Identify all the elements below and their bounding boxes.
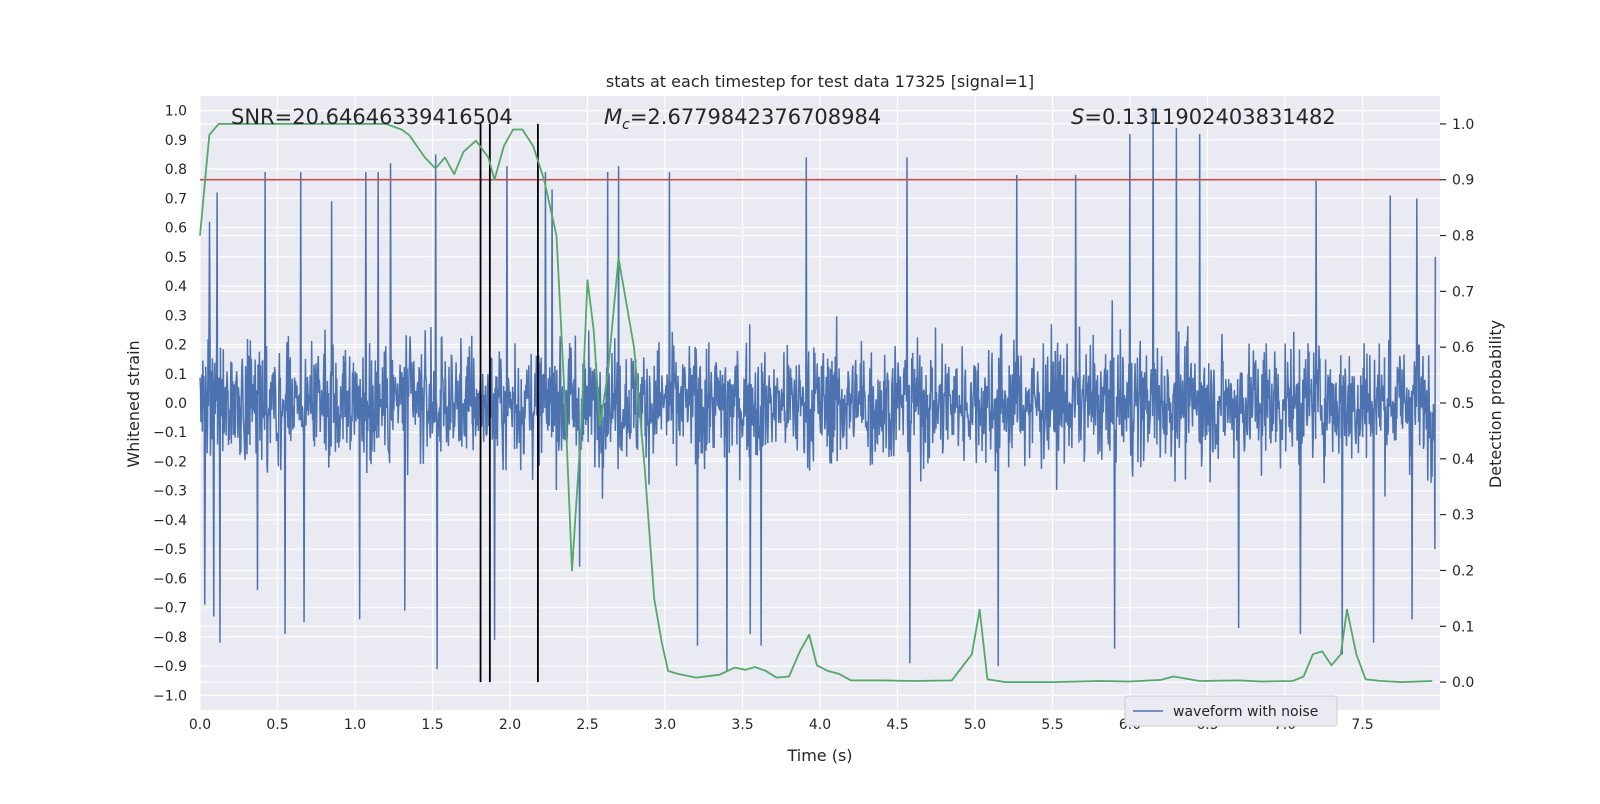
legend-box	[1124, 695, 1338, 727]
s-value: =0.1311902403831482	[1084, 105, 1335, 129]
y-tick-label: −0.1	[153, 425, 187, 441]
x-tick-label: 4.5	[886, 717, 908, 733]
y-axis-ticks: 1.0 0.9 0.8 0.7 0.6 0.5 0.4 0.3 0.2 0.1 0.0 −0.1 −0.…	[153, 104, 187, 705]
y-tick-label: 0.1	[165, 367, 187, 383]
y2-tick-label: 0.4	[1452, 452, 1474, 468]
y2-axis-ticks: 1.0 0.9 0.8 0.7 0.6 0.5 0.4 0.3 0.2 0.1 0.0	[1440, 117, 1474, 691]
y-tick-label: 0.2	[165, 338, 187, 354]
y2-tick-label: 0.3	[1452, 508, 1474, 524]
y2-tick-label: 0.6	[1452, 340, 1474, 356]
x-tick-label: 2.0	[499, 717, 521, 733]
x-tick-label: 3.0	[654, 717, 676, 733]
y2-tick-label: 0.0	[1452, 675, 1474, 691]
x-tick-label: 1.5	[421, 717, 443, 733]
x-tick-label: 5.5	[1041, 717, 1063, 733]
y2-tick-label: 0.1	[1452, 619, 1474, 635]
y-tick-label: −0.2	[153, 454, 187, 470]
y-tick-label: 1.0	[165, 104, 187, 120]
y-tick-label: −0.7	[153, 601, 187, 617]
detection-probability-line	[199, 123, 1433, 683]
x-tick-label: 3.5	[731, 717, 753, 733]
x-tick-label: 5.0	[964, 717, 986, 733]
y-tick-label: 0.9	[165, 133, 187, 149]
vertical-markers	[479, 123, 539, 683]
y-tick-label: −0.8	[153, 630, 187, 646]
legend-label: waveform with noise	[1173, 704, 1318, 720]
y-tick-label: 0.4	[165, 279, 187, 295]
chirp-mass-annotation: Mc=2.6779842376708984	[604, 105, 881, 133]
y2-tick-label: 0.7	[1452, 284, 1474, 300]
y-tick-label: −1.0	[153, 688, 187, 704]
y-tick-label: 0.0	[165, 396, 187, 412]
y-tick-label: 0.3	[165, 308, 187, 324]
s-annotation: S=0.1311902403831482	[1071, 105, 1336, 129]
y-tick-label: −0.9	[153, 659, 187, 675]
y-tick-label: 0.6	[165, 221, 187, 237]
waveform-line	[199, 107, 1437, 672]
x-tick-label: 0.5	[266, 717, 288, 733]
x-axis-ticks: 0.00.51.01.52.02.53.03.54.04.55.05.56.06…	[189, 717, 1374, 733]
y2-tick-label: 0.2	[1452, 563, 1474, 579]
chirp-mass-symbol: M	[604, 105, 622, 129]
y-tick-label: 0.8	[165, 162, 187, 178]
y-tick-label: 0.7	[165, 191, 187, 207]
s-symbol: S	[1071, 105, 1084, 129]
chart-title: stats at each timestep for test data 173…	[606, 72, 1034, 91]
chirp-mass-subscript: c	[622, 117, 630, 133]
x-tick-label: 2.5	[576, 717, 598, 733]
snr-annotation: SNR=20.64646339416504	[231, 105, 513, 129]
x-tick-label: 1.0	[344, 717, 366, 733]
x-tick-label: 7.5	[1351, 717, 1373, 733]
y2-tick-label: 0.9	[1452, 173, 1474, 189]
chirp-mass-value: =2.6779842376708984	[630, 105, 881, 129]
y-tick-label: 0.5	[165, 250, 187, 266]
y2-axis-label: Detection probability	[1486, 320, 1505, 488]
y2-tick-label: 0.8	[1452, 229, 1474, 245]
y-tick-label: −0.5	[153, 542, 187, 558]
waveform-series	[199, 107, 1437, 672]
y-axis-label: Whitened strain	[124, 340, 143, 467]
legend: waveform with noise	[1124, 695, 1338, 727]
y-tick-label: −0.3	[153, 484, 187, 500]
detection-probability-series	[199, 123, 1433, 683]
y-tick-label: −0.4	[153, 513, 187, 529]
y2-tick-label: 1.0	[1452, 117, 1474, 133]
y-tick-label: −0.6	[153, 571, 187, 587]
x-tick-label: 4.0	[809, 717, 831, 733]
x-axis-label: Time (s)	[786, 746, 852, 765]
y2-tick-label: 0.5	[1452, 396, 1474, 412]
x-tick-label: 0.0	[189, 717, 211, 733]
